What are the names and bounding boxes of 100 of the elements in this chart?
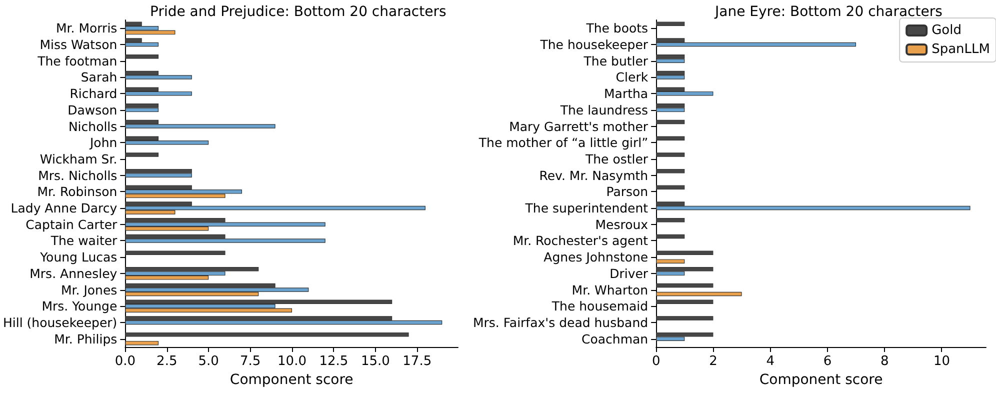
- x-tick-label: 6: [823, 354, 832, 369]
- bar: [656, 70, 685, 76]
- x-tick-label: 7.5: [240, 354, 261, 369]
- bar: [656, 218, 685, 222]
- y-tick-label: Dawson: [68, 102, 118, 118]
- y-tick-label: Agnes Johnstone: [544, 250, 648, 265]
- bar: [125, 91, 192, 96]
- bar: [656, 108, 685, 112]
- y-tick-label: Clerk: [616, 70, 649, 85]
- y-tick-label: Mrs. Nicholls: [38, 168, 118, 183]
- y-tick-label: Mr. Morris: [56, 20, 118, 36]
- y-tick-label: Mr. Jones: [60, 282, 118, 298]
- y-tick-label: The butler: [582, 53, 649, 68]
- bar: [125, 340, 159, 346]
- bar: [125, 30, 176, 35]
- x-tick-label: 0: [652, 354, 660, 369]
- bar: [656, 42, 856, 47]
- x-tick-label: 10: [933, 354, 950, 369]
- y-tick-label: The footman: [36, 53, 118, 68]
- bar: [125, 168, 192, 174]
- y-tick-label: Nicholls: [68, 118, 118, 134]
- bar: [656, 22, 685, 26]
- bar: [656, 152, 685, 157]
- bar: [125, 250, 226, 255]
- x-axis-title: Component score: [759, 372, 883, 388]
- y-tick-label: Parson: [606, 184, 648, 200]
- bar: [656, 185, 685, 190]
- x-tick-label: 8: [880, 354, 889, 369]
- bar: [656, 316, 714, 320]
- y-tick-label: The laundress: [559, 102, 648, 118]
- y-tick-label: Martha: [604, 86, 648, 102]
- bar: [125, 332, 409, 337]
- y-tick-label: Mesroux: [595, 216, 648, 232]
- bar: [656, 120, 685, 124]
- y-tick-label: Driver: [610, 266, 649, 281]
- bar: [125, 124, 276, 128]
- x-tick-label: 10.0: [278, 354, 306, 369]
- y-tick-label: The housemaid: [550, 298, 648, 314]
- y-tick-label: The superintendent: [524, 200, 648, 216]
- x-tick-label: 4: [766, 354, 774, 369]
- x-tick-label: 2.5: [156, 354, 178, 369]
- y-tick-label: Mrs. Annesley: [30, 266, 118, 281]
- legend-label: Gold: [932, 23, 962, 38]
- bar: [125, 173, 192, 178]
- y-tick-label: Mr. Wharton: [572, 282, 648, 298]
- bar: [656, 54, 685, 59]
- y-tick-label: The mother of “a little girl”: [478, 135, 648, 150]
- bar: [656, 75, 685, 80]
- y-tick-label: John: [88, 135, 118, 150]
- y-tick-label: Mary Garrett's mother: [509, 118, 649, 134]
- bar: [125, 75, 192, 80]
- bar: [656, 283, 714, 288]
- x-tick-label: 15.0: [360, 354, 390, 369]
- y-tick-label: The ostler: [584, 151, 649, 166]
- bar: [125, 320, 442, 325]
- legend-label: SpanLLM: [932, 42, 990, 57]
- bar: [125, 104, 159, 108]
- bar: [125, 300, 392, 304]
- x-tick-label: 2: [709, 354, 718, 369]
- y-tick-label: Miss Watson: [40, 37, 118, 52]
- y-tick-label: Captain Carter: [26, 216, 118, 232]
- bar: [656, 91, 714, 96]
- bar: [125, 238, 326, 243]
- bar: [656, 58, 685, 63]
- x-tick-label: 17.5: [402, 354, 432, 369]
- y-tick-label: Coachman: [581, 331, 648, 346]
- y-tick-label: The housekeeper: [539, 37, 649, 52]
- y-tick-label: Young Lucas: [39, 250, 118, 265]
- x-tick-label: 12.5: [319, 354, 348, 369]
- bar: [125, 206, 426, 210]
- bar: [125, 108, 159, 112]
- bar: [656, 332, 714, 337]
- bar: [125, 54, 159, 59]
- y-tick-label: The boots: [585, 20, 648, 36]
- bar: [125, 42, 159, 47]
- y-tick-label: Rev. Mr. Nasymth: [539, 168, 648, 183]
- y-tick-label: Mr. Rochester's agent: [512, 233, 648, 248]
- chart-title: Pride and Prejudice: Bottom 20 characters: [150, 4, 446, 20]
- bar: [656, 136, 685, 140]
- bar: [656, 267, 714, 272]
- chart-title: Jane Eyre: Bottom 20 characters: [714, 4, 942, 20]
- y-tick-label: Sarah: [80, 70, 118, 85]
- bar: [656, 168, 685, 174]
- x-tick-label: 0.0: [114, 354, 136, 369]
- bar: [656, 104, 685, 108]
- y-tick-label: Mrs. Younge: [42, 298, 118, 314]
- x-tick-label: 5.0: [198, 354, 219, 369]
- y-tick-label: Wickham Sr.: [40, 151, 118, 166]
- bar: [656, 250, 714, 255]
- y-tick-label: Hill (housekeeper): [2, 314, 118, 330]
- y-tick-label: Mrs. Fairfax's dead husband: [472, 314, 648, 330]
- bar: [125, 308, 292, 312]
- y-tick-label: Richard: [70, 86, 118, 102]
- y-tick-label: Mr. Robinson: [37, 184, 118, 200]
- y-tick-label: Mr. Philips: [54, 331, 118, 346]
- bar: [125, 190, 242, 194]
- bar: [656, 300, 714, 304]
- bar: [656, 259, 685, 264]
- bar: [125, 152, 159, 157]
- y-tick-label: The waiter: [50, 233, 118, 248]
